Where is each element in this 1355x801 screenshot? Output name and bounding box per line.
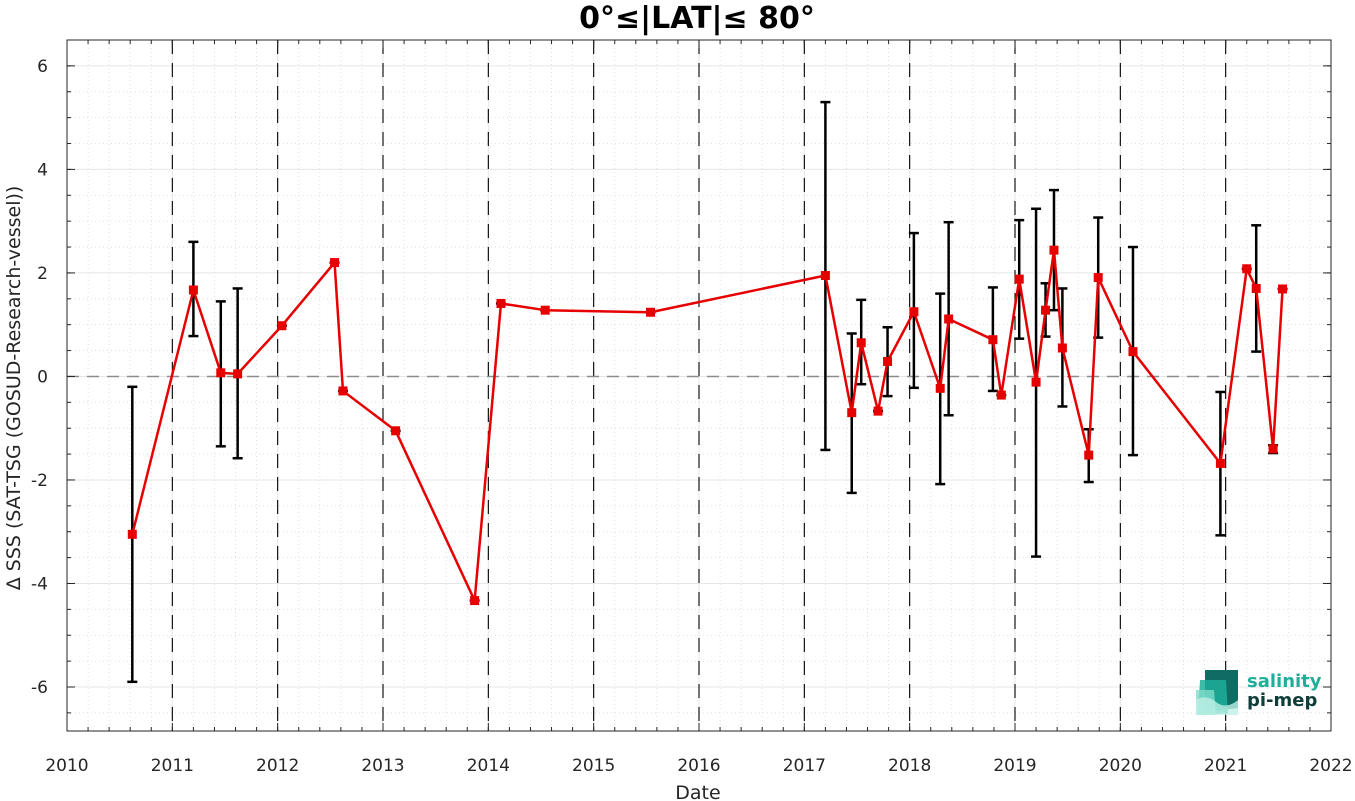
data-point-marker (883, 356, 893, 366)
logo-mark-icon (1196, 670, 1238, 715)
x-tick-label: 2012 (256, 756, 299, 776)
data-point-marker (330, 258, 340, 268)
y-tick-label: -2 (31, 471, 48, 491)
data-markers (127, 245, 1288, 606)
data-point-marker (1057, 343, 1067, 353)
y-axis-title: Δ SSS (SAT-TSG (GOSUD-Research-vessel)) (3, 186, 25, 591)
y-tick-label: 2 (37, 264, 48, 284)
data-point-marker (1278, 284, 1288, 294)
x-axis-title: Date (675, 782, 720, 801)
data-point-marker (1268, 444, 1278, 454)
y-tick-label: 4 (37, 160, 48, 180)
data-point-marker (1128, 347, 1138, 357)
data-point-marker (1251, 283, 1261, 293)
series-line (131, 248, 1284, 602)
data-point-marker (188, 285, 198, 295)
data-point-marker (646, 307, 656, 317)
data-point-marker (820, 271, 830, 281)
axis-ticks (66, 39, 1332, 731)
x-tick-label: 2010 (45, 756, 88, 776)
x-tick-label: 2020 (1099, 756, 1142, 776)
data-point-marker (1093, 273, 1103, 283)
data-point-marker (277, 321, 287, 331)
x-tick-label: 2013 (361, 756, 404, 776)
y-tick-label: 6 (37, 57, 48, 77)
x-tick-label: 2022 (1309, 756, 1352, 776)
data-point-marker (1215, 458, 1225, 468)
error-bars (127, 100, 1288, 684)
logo-line1: salinity (1247, 671, 1322, 692)
data-point-marker (988, 335, 998, 345)
x-tick-label: 2017 (783, 756, 826, 776)
x-tick-label: 2019 (993, 756, 1036, 776)
data-point-marker (216, 368, 226, 378)
y-tick-label: 0 (37, 367, 48, 387)
data-point-marker (847, 408, 857, 418)
x-tick-labels: 2010 2011 2012 2013 2014 2015 2016 2017 2018 2019… (45, 756, 1352, 776)
x-tick-label: 2016 (677, 756, 720, 776)
y-tick-label: -4 (31, 574, 48, 594)
data-point-marker (127, 529, 137, 539)
data-point-marker (540, 305, 550, 315)
data-point-marker (1084, 450, 1094, 460)
y-tick-label: -6 (31, 678, 48, 698)
data-point-marker (996, 390, 1006, 400)
data-point-marker (1014, 274, 1024, 284)
data-point-marker (935, 383, 945, 393)
data-point-marker (873, 406, 883, 416)
x-tick-label: 2011 (151, 756, 194, 776)
logo-line2: pi-mep (1247, 690, 1317, 711)
data-point-marker (496, 298, 506, 308)
x-tick-label: 2021 (1204, 756, 1247, 776)
chart-title: 0°≤|LAT|≤ 80° (579, 1, 815, 36)
data-point-marker (944, 314, 954, 324)
year-divider-lines (171, 40, 1227, 731)
data-point-marker (1242, 264, 1252, 274)
x-tick-label: 2014 (467, 756, 510, 776)
data-point-marker (470, 596, 480, 606)
y-tick-labels: -6 -4 -2 0 2 4 6 (31, 57, 48, 698)
data-point-marker (1041, 305, 1051, 315)
x-tick-label: 2015 (572, 756, 615, 776)
data-point-marker (909, 307, 919, 317)
data-point-marker (338, 386, 348, 396)
data-point-marker (1031, 377, 1041, 387)
data-point-marker (233, 369, 243, 379)
data-point-marker (391, 426, 401, 436)
data-point-marker (856, 338, 866, 348)
x-tick-label: 2018 (888, 756, 931, 776)
data-point-marker (1049, 245, 1059, 255)
salinity-pi-mep-logo: salinity pi-mep (1196, 670, 1322, 715)
